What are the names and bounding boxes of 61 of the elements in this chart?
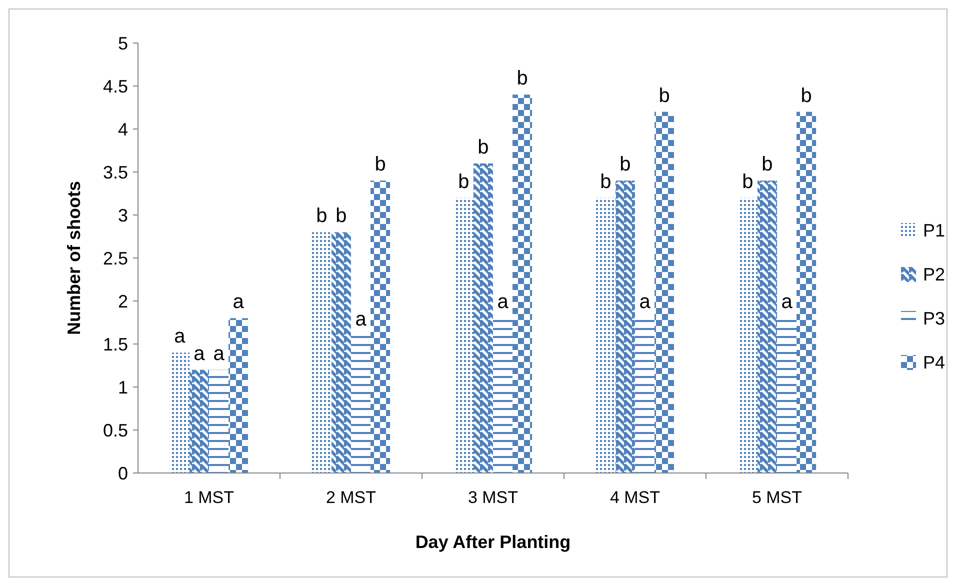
x-tick-label: 3 MST — [468, 488, 518, 507]
y-tick-label: 1.5 — [102, 334, 128, 354]
data-label: b — [374, 154, 386, 176]
y-tick-label: 4.5 — [102, 76, 128, 96]
bar — [228, 318, 248, 473]
data-label: b — [658, 84, 670, 107]
y-tick-label: 0 — [118, 463, 128, 484]
data-label: b — [478, 136, 489, 158]
x-tick-label: 4 MST — [610, 488, 660, 507]
data-label: b — [742, 170, 754, 193]
bar — [312, 232, 332, 473]
y-tick-label: 0.5 — [102, 420, 128, 440]
y-tick-label: 5 — [118, 33, 128, 54]
y-tick-label: 2 — [118, 291, 128, 312]
x-tick-label: 5 MST — [752, 488, 802, 507]
legend-label: P3 — [923, 308, 946, 328]
data-label: a — [194, 342, 206, 365]
bar — [370, 180, 390, 473]
data-label: b — [600, 170, 612, 193]
bar — [738, 198, 758, 473]
bar — [615, 180, 635, 473]
y-axis-title: Number of shoots — [64, 180, 84, 336]
x-tick-label: 2 MST — [326, 488, 376, 507]
bar — [473, 163, 493, 473]
data-label: a — [174, 326, 186, 348]
data-label: a — [781, 291, 794, 314]
x-axis-title: Day After Planting — [415, 532, 571, 552]
bar — [757, 180, 777, 473]
data-label: b — [620, 154, 631, 176]
bar — [209, 370, 229, 473]
bar — [635, 318, 655, 473]
data-label: a — [213, 342, 226, 365]
bar — [654, 112, 674, 473]
bar — [512, 94, 532, 473]
data-label: b — [516, 68, 528, 90]
y-tick-label: 2.5 — [102, 248, 128, 268]
x-tick-label: 1 MST — [184, 488, 234, 507]
data-label: b — [458, 170, 470, 193]
bar — [170, 352, 190, 473]
bar — [189, 370, 209, 473]
legend-label: P4 — [923, 352, 946, 372]
bar — [777, 318, 797, 473]
legend-label: P2 — [923, 264, 946, 284]
data-label: b — [800, 84, 812, 107]
bar — [596, 198, 616, 473]
data-label: a — [355, 308, 368, 330]
legend-label: P1 — [923, 220, 946, 240]
bar — [454, 198, 474, 473]
bar — [351, 335, 371, 473]
data-label: a — [232, 291, 245, 314]
y-tick-label: 1 — [118, 377, 128, 398]
bar — [331, 232, 351, 473]
y-tick-label: 4 — [118, 119, 128, 140]
bar — [493, 318, 513, 473]
data-label: a — [639, 291, 652, 314]
data-label: b — [762, 154, 773, 176]
data-label: b — [316, 205, 328, 228]
data-label: a — [497, 291, 510, 314]
y-tick-label: 3 — [118, 205, 128, 226]
data-label: b — [336, 205, 347, 228]
y-tick-label: 3.5 — [102, 162, 128, 182]
